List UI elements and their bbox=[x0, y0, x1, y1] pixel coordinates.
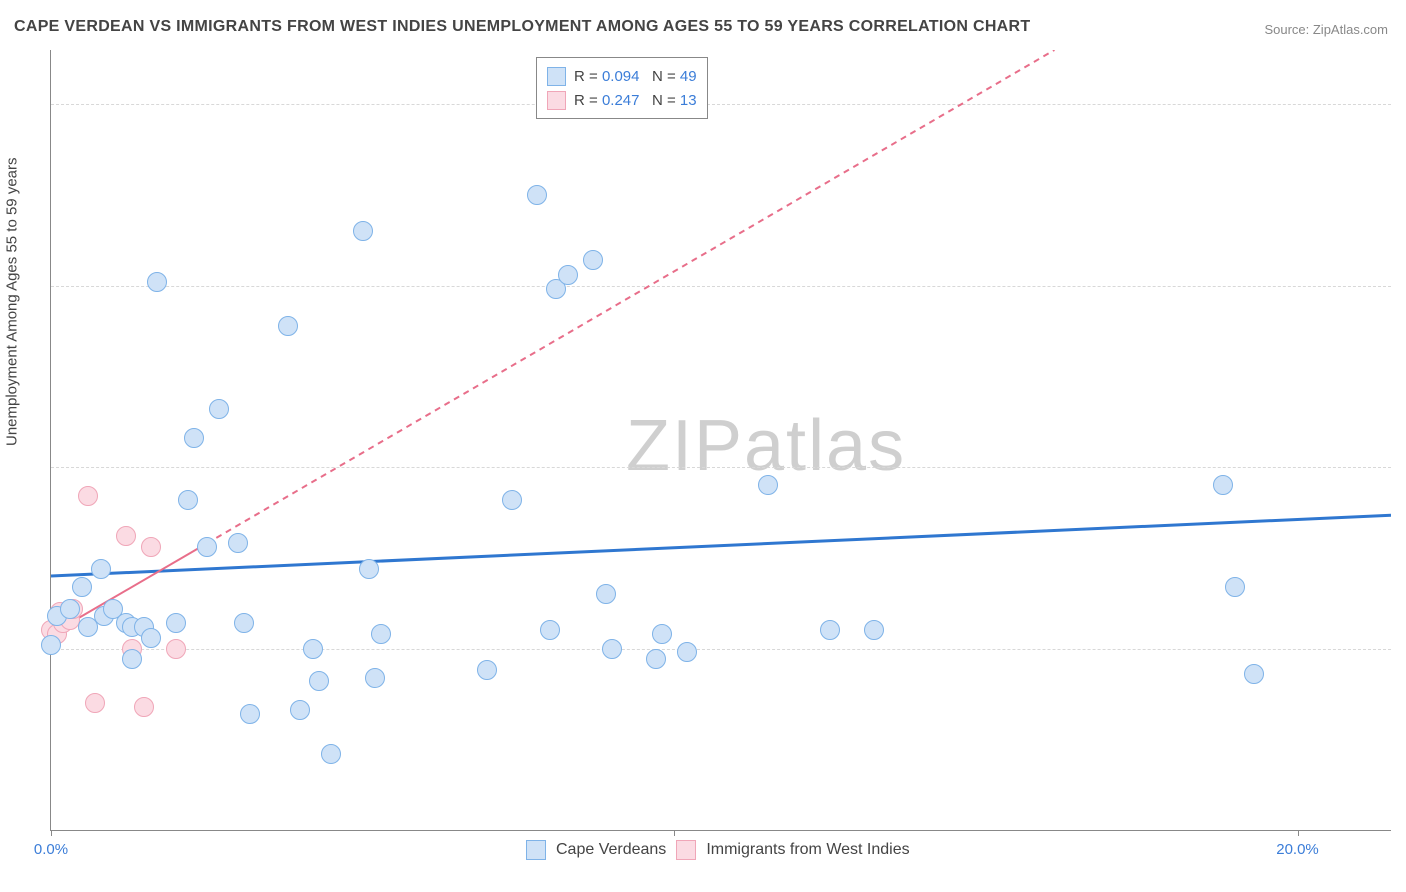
x-tick-mark bbox=[51, 830, 52, 836]
scatter-point bbox=[558, 265, 578, 285]
legend-series-name: Cape Verdeans bbox=[556, 841, 666, 859]
scatter-point bbox=[72, 577, 92, 597]
scatter-point bbox=[60, 599, 80, 619]
scatter-point bbox=[147, 272, 167, 292]
gridline bbox=[51, 104, 1391, 105]
scatter-point bbox=[359, 559, 379, 579]
chart-title: CAPE VERDEAN VS IMMIGRANTS FROM WEST IND… bbox=[14, 18, 1030, 36]
scatter-point bbox=[371, 624, 391, 644]
scatter-point bbox=[134, 697, 154, 717]
scatter-point bbox=[122, 649, 142, 669]
legend-stats: R = 0.247 N = 13 bbox=[574, 92, 697, 109]
legend-swatch bbox=[547, 67, 566, 86]
gridline bbox=[51, 286, 1391, 287]
series-legend: Cape Verdeans Immigrants from West Indies bbox=[526, 840, 910, 860]
scatter-point bbox=[141, 628, 161, 648]
plot-area: ZIPatlas 5.0%10.0%15.0%20.0%0.0%20.0%R =… bbox=[50, 50, 1391, 831]
scatter-point bbox=[141, 537, 161, 557]
scatter-point bbox=[1213, 475, 1233, 495]
scatter-point bbox=[820, 620, 840, 640]
legend-stats: R = 0.094 N = 49 bbox=[574, 68, 697, 85]
scatter-point bbox=[321, 744, 341, 764]
correlation-legend: R = 0.094 N = 49 R = 0.247 N = 13 bbox=[536, 57, 708, 119]
scatter-point bbox=[540, 620, 560, 640]
scatter-point bbox=[184, 428, 204, 448]
gridline bbox=[51, 467, 1391, 468]
chart-container: CAPE VERDEAN VS IMMIGRANTS FROM WEST IND… bbox=[0, 0, 1406, 892]
source-name: ZipAtlas.com bbox=[1313, 22, 1388, 37]
scatter-point bbox=[583, 250, 603, 270]
scatter-point bbox=[365, 668, 385, 688]
scatter-point bbox=[85, 693, 105, 713]
scatter-point bbox=[41, 635, 61, 655]
scatter-point bbox=[652, 624, 672, 644]
scatter-point bbox=[1225, 577, 1245, 597]
scatter-point bbox=[278, 316, 298, 336]
legend-row: R = 0.247 N = 13 bbox=[547, 88, 697, 112]
scatter-point bbox=[197, 537, 217, 557]
legend-swatch bbox=[676, 840, 696, 860]
scatter-point bbox=[527, 185, 547, 205]
scatter-point bbox=[240, 704, 260, 724]
scatter-point bbox=[864, 620, 884, 640]
scatter-point bbox=[234, 613, 254, 633]
source-prefix: Source: bbox=[1264, 22, 1312, 37]
scatter-point bbox=[596, 584, 616, 604]
scatter-point bbox=[78, 486, 98, 506]
y-axis-label: Unemployment Among Ages 55 to 59 years bbox=[4, 157, 21, 446]
scatter-point bbox=[116, 526, 136, 546]
scatter-point bbox=[166, 639, 186, 659]
x-tick-label: 0.0% bbox=[34, 841, 68, 858]
scatter-point bbox=[353, 221, 373, 241]
scatter-point bbox=[309, 671, 329, 691]
legend-swatch bbox=[547, 91, 566, 110]
scatter-point bbox=[290, 700, 310, 720]
x-tick-label: 20.0% bbox=[1276, 841, 1319, 858]
x-tick-mark bbox=[674, 830, 675, 836]
watermark-zip: ZIP bbox=[626, 406, 744, 486]
gridline bbox=[51, 649, 1391, 650]
scatter-point bbox=[677, 642, 697, 662]
watermark-atlas: atlas bbox=[744, 406, 906, 486]
scatter-point bbox=[91, 559, 111, 579]
scatter-point bbox=[477, 660, 497, 680]
x-tick-mark bbox=[1298, 830, 1299, 836]
source-attribution: Source: ZipAtlas.com bbox=[1264, 22, 1388, 37]
legend-row: R = 0.094 N = 49 bbox=[547, 64, 697, 88]
scatter-point bbox=[166, 613, 186, 633]
scatter-point bbox=[602, 639, 622, 659]
legend-series-name: Immigrants from West Indies bbox=[706, 841, 909, 859]
scatter-point bbox=[758, 475, 778, 495]
scatter-point bbox=[502, 490, 522, 510]
scatter-point bbox=[646, 649, 666, 669]
scatter-point bbox=[1244, 664, 1264, 684]
scatter-point bbox=[178, 490, 198, 510]
scatter-point bbox=[303, 639, 323, 659]
legend-swatch bbox=[526, 840, 546, 860]
scatter-point bbox=[228, 533, 248, 553]
scatter-point bbox=[209, 399, 229, 419]
